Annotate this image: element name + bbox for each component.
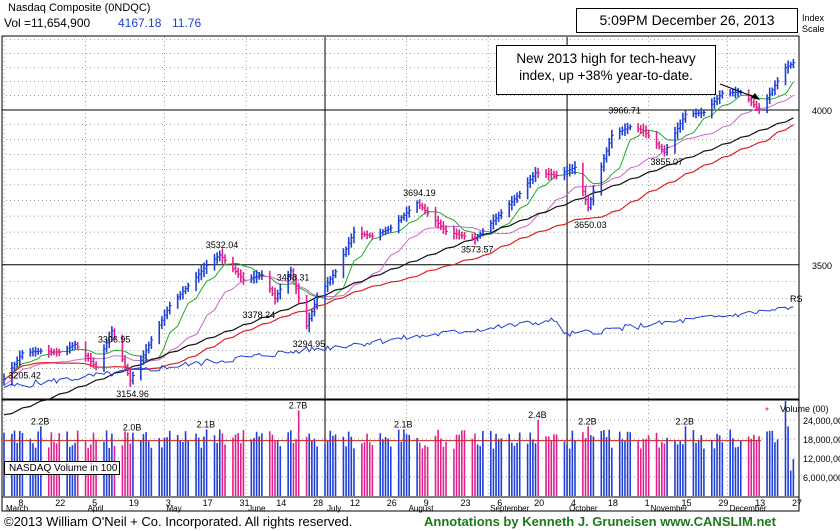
date-tick-label: 29 — [718, 498, 728, 508]
price-annotation: 3966.71 — [608, 106, 641, 116]
volume-axis-title: Volume (00) — [780, 404, 829, 414]
footer-annotations: Annotations by Kenneth J. Gruneisen www.… — [424, 514, 776, 529]
callout-line-1: New 2013 high for tech-heavy — [516, 51, 696, 66]
change-readout: 11.76 — [172, 16, 201, 30]
volume-readout: Vol =11,654,900 — [4, 16, 91, 30]
month-label: August — [409, 504, 435, 513]
volume-highlight-label: 2.2B — [31, 416, 50, 426]
date-tick-label: 12 — [350, 498, 360, 508]
volume-highlight-label: 2.0B — [123, 423, 142, 433]
date-tick-label: 27 — [792, 498, 802, 508]
timestamp-box: 5:09PM December 26, 2013 — [576, 8, 798, 33]
volume-tick-label: 6,000,000 — [803, 473, 840, 483]
date-axis-frame — [1, 496, 800, 512]
volume-axis-marker: * — [765, 406, 769, 417]
volume-tick-label: 24,000,000 — [803, 416, 840, 426]
volume-tick-label: 12,000,000 — [803, 454, 840, 464]
month-label: September — [490, 504, 529, 513]
date-tick-label: 4 — [571, 498, 576, 508]
chart-title: Nasdaq Composite (0NDQC) — [8, 2, 150, 14]
price-readout: 4167.18 — [118, 16, 162, 30]
date-tick-label: 26 — [387, 498, 397, 508]
callout-arrowhead — [751, 93, 760, 100]
volume-highlight-label: 2.1B — [197, 420, 216, 430]
date-tick-label: 19 — [129, 498, 139, 508]
callout-arrow — [719, 83, 758, 99]
price-annotation: 3205.42 — [8, 371, 41, 381]
price-tick-label: 3500 — [812, 261, 832, 271]
month-label: November — [651, 504, 688, 513]
callout-line-2: index, up +38% year-to-date. — [519, 68, 693, 83]
date-tick-label: 18 — [608, 498, 618, 508]
annotation-callout: New 2013 high for tech-heavy index, up +… — [496, 45, 716, 95]
date-tick-label: 5 — [92, 498, 97, 508]
date-tick-label: 17 — [203, 498, 213, 508]
price-annotation: 3573.57 — [461, 245, 494, 255]
date-tick-label: 8 — [18, 498, 23, 508]
price-tick-label: 4000 — [812, 106, 832, 116]
date-tick-label: 22 — [55, 498, 65, 508]
ma200-line — [3, 117, 794, 416]
rs-line-label: RS — [790, 294, 803, 304]
price-annotation: 3650.03 — [574, 220, 607, 230]
rs-line — [3, 306, 794, 388]
month-label: June — [248, 504, 266, 513]
price-panel-frame — [1, 35, 800, 400]
price-annotation: 3532.04 — [206, 240, 239, 250]
ma50-line — [3, 124, 794, 381]
date-tick-label: 31 — [239, 498, 249, 508]
volume-highlight-label: 2.2B — [675, 416, 694, 426]
price-annotation: 3694.19 — [403, 188, 436, 198]
date-tick-label: 13 — [755, 498, 765, 508]
price-annotation: 3154.96 — [116, 389, 149, 399]
month-label: July — [327, 504, 341, 513]
date-tick-label: 6 — [497, 498, 502, 508]
volume-tick-label: 18,000,000 — [803, 435, 840, 445]
date-tick-label: 28 — [313, 498, 323, 508]
footer-copyright: ©2013 William O'Neil + Co. Incorporated.… — [4, 514, 353, 529]
price-annotation: 3488.31 — [277, 273, 310, 283]
volume-legend: NASDAQ Volume in 100 — [4, 461, 120, 475]
month-label: December — [730, 504, 767, 513]
month-label: March — [6, 504, 28, 513]
price-annotation: 3294.95 — [293, 339, 326, 349]
volume-highlight-label: 2.1B — [394, 420, 413, 430]
date-tick-label: 9 — [424, 498, 429, 508]
date-tick-label: 14 — [276, 498, 286, 508]
date-tick-label: 1 — [645, 498, 650, 508]
date-tick-label: 23 — [460, 498, 470, 508]
scale-label-index: Index — [802, 13, 825, 23]
volume-highlight-label: 2.4B — [528, 410, 547, 420]
ma21-line — [3, 94, 794, 386]
month-label: October — [569, 504, 598, 513]
month-label: April — [88, 504, 104, 513]
price-annotation: 3855.07 — [650, 157, 683, 167]
month-label: May — [167, 504, 182, 513]
date-tick-label: 3 — [166, 498, 171, 508]
price-annotation: 3306.95 — [98, 335, 131, 345]
price-annotation: 3378.24 — [243, 310, 276, 320]
date-tick-label: 20 — [534, 498, 544, 508]
scale-label-scale: Scale — [802, 24, 825, 34]
date-tick-label: 15 — [681, 498, 691, 508]
ma10-line — [3, 81, 794, 381]
volume-highlight-label: 2.7B — [289, 401, 308, 411]
volume-highlight-label: 2.2B — [578, 416, 597, 426]
